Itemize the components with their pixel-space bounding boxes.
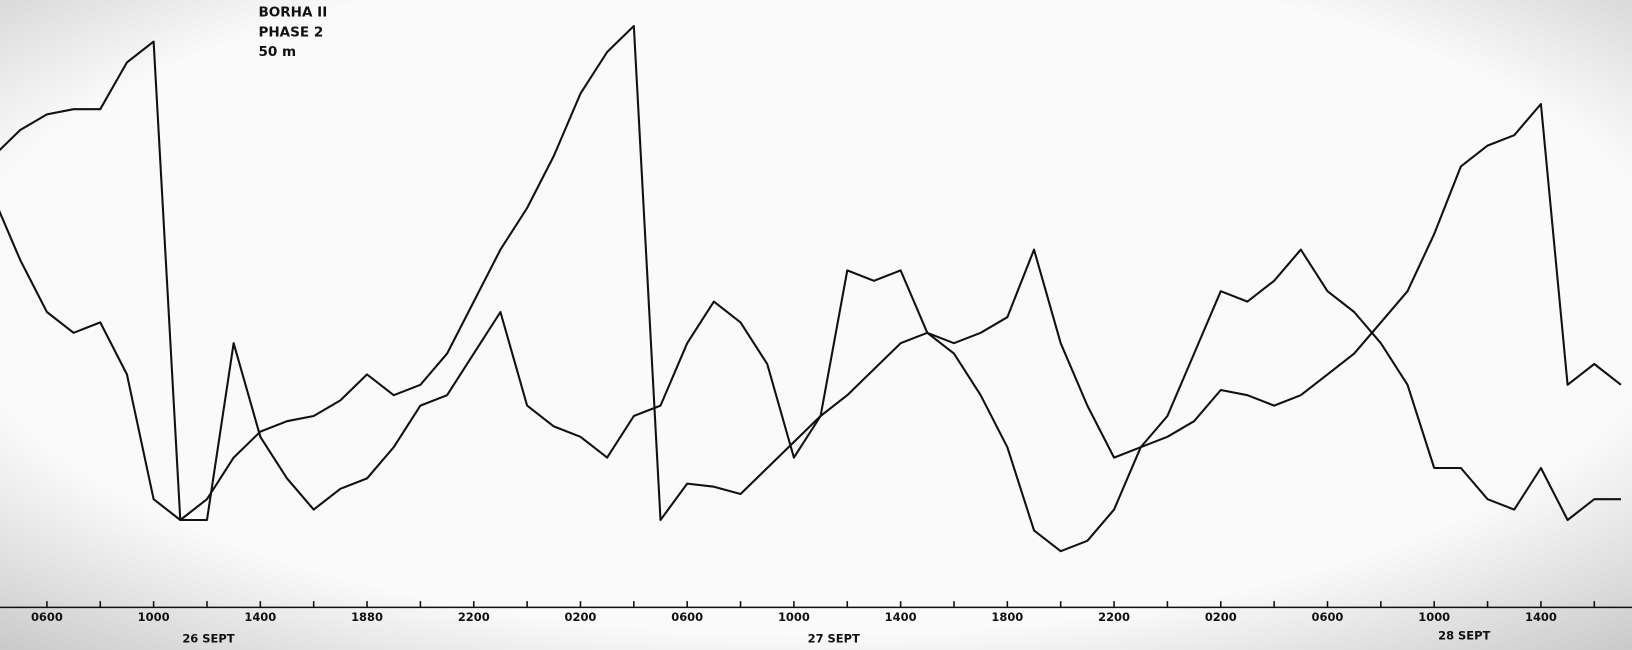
x-tick-label: 0600: [1312, 610, 1344, 624]
chart-subtitle: PHASE 2: [258, 24, 323, 40]
x-tick-label: 1880: [351, 610, 383, 624]
x-tick-label: 1000: [138, 610, 170, 624]
trace-line: [0, 210, 1621, 553]
x-tick-label: 1800: [991, 610, 1023, 624]
x-tick-label: 2200: [458, 610, 490, 624]
x-tick-label: 1000: [1418, 610, 1450, 624]
x-tick-label: 1000: [778, 610, 810, 624]
chart-title: BORHA II: [258, 5, 327, 21]
x-tick-label: 0600: [31, 610, 63, 624]
x-tick-label: 0200: [1205, 610, 1237, 624]
date-label: 27 SEPT: [808, 632, 860, 646]
trace-line: [0, 24, 1622, 522]
date-label: 26 SEPT: [182, 632, 234, 646]
x-tick-label: 1400: [885, 610, 917, 624]
x-tick-label: 0200: [565, 610, 597, 624]
date-label: 28 SEPT: [1438, 629, 1490, 643]
depth-label: 50 m: [258, 44, 296, 60]
x-tick-label: 2200: [1098, 610, 1130, 624]
x-tick-label: 1400: [1525, 610, 1557, 624]
x-tick-label: 0600: [671, 610, 703, 624]
x-tick-label: 1400: [244, 610, 276, 624]
